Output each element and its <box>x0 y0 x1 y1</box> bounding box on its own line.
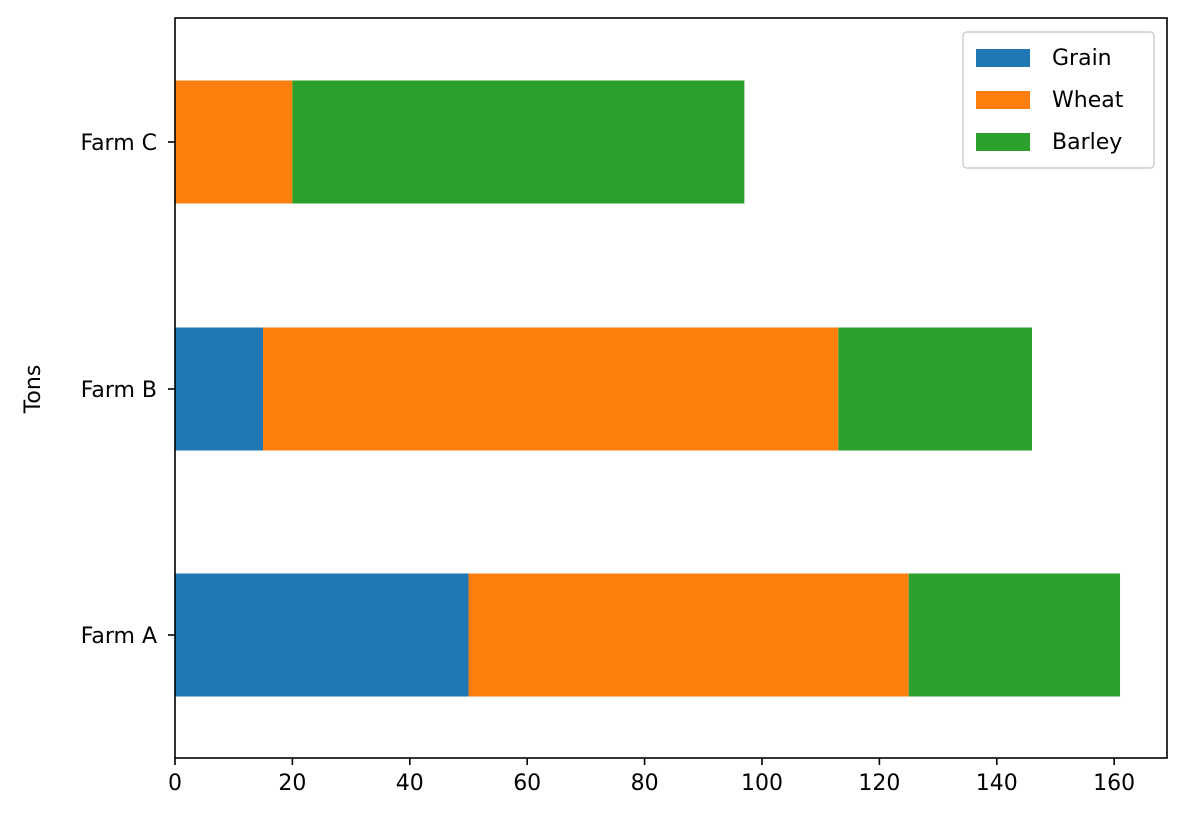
bar-barley-farm-b <box>838 327 1032 451</box>
axes-layer: 0 20 40 60 80 100 120 140 160 Farm A Farm B Farm C <box>80 17 1168 796</box>
bars-layer <box>175 80 1121 697</box>
bar-wheat-farm-c <box>175 80 293 204</box>
legend-swatch-barley <box>976 133 1030 151</box>
legend: Grain Wheat Barley <box>962 31 1155 169</box>
y-tick-label: Farm B <box>81 378 157 403</box>
bar-wheat-farm-b <box>263 327 839 451</box>
x-tick-label: 60 <box>513 771 541 796</box>
legend-swatch-wheat <box>976 91 1030 109</box>
x-tick-label: 40 <box>396 771 424 796</box>
x-tick-label: 20 <box>278 771 306 796</box>
x-tick-label: 0 <box>168 771 182 796</box>
bar-grain-farm-b <box>175 327 264 451</box>
y-axis-label: Tons <box>21 365 46 415</box>
x-tick-label: 140 <box>976 771 1018 796</box>
y-tick-label: Farm C <box>80 131 157 156</box>
bar-barley-farm-c <box>292 80 745 204</box>
x-tick-label: 160 <box>1093 771 1135 796</box>
y-tick-label: Farm A <box>81 624 157 649</box>
legend-swatch-grain <box>976 49 1030 67</box>
bar-grain-farm-a <box>175 573 469 697</box>
x-tick-label: 120 <box>858 771 900 796</box>
legend-label-wheat: Wheat <box>1052 88 1124 113</box>
legend-label-grain: Grain <box>1052 46 1112 71</box>
axes-frame <box>174 17 1168 759</box>
x-tick-label: 80 <box>631 771 659 796</box>
x-tick-label: 100 <box>741 771 783 796</box>
bar-barley-farm-a <box>908 573 1121 697</box>
legend-label-barley: Barley <box>1052 130 1122 155</box>
bar-wheat-farm-a <box>468 573 909 697</box>
